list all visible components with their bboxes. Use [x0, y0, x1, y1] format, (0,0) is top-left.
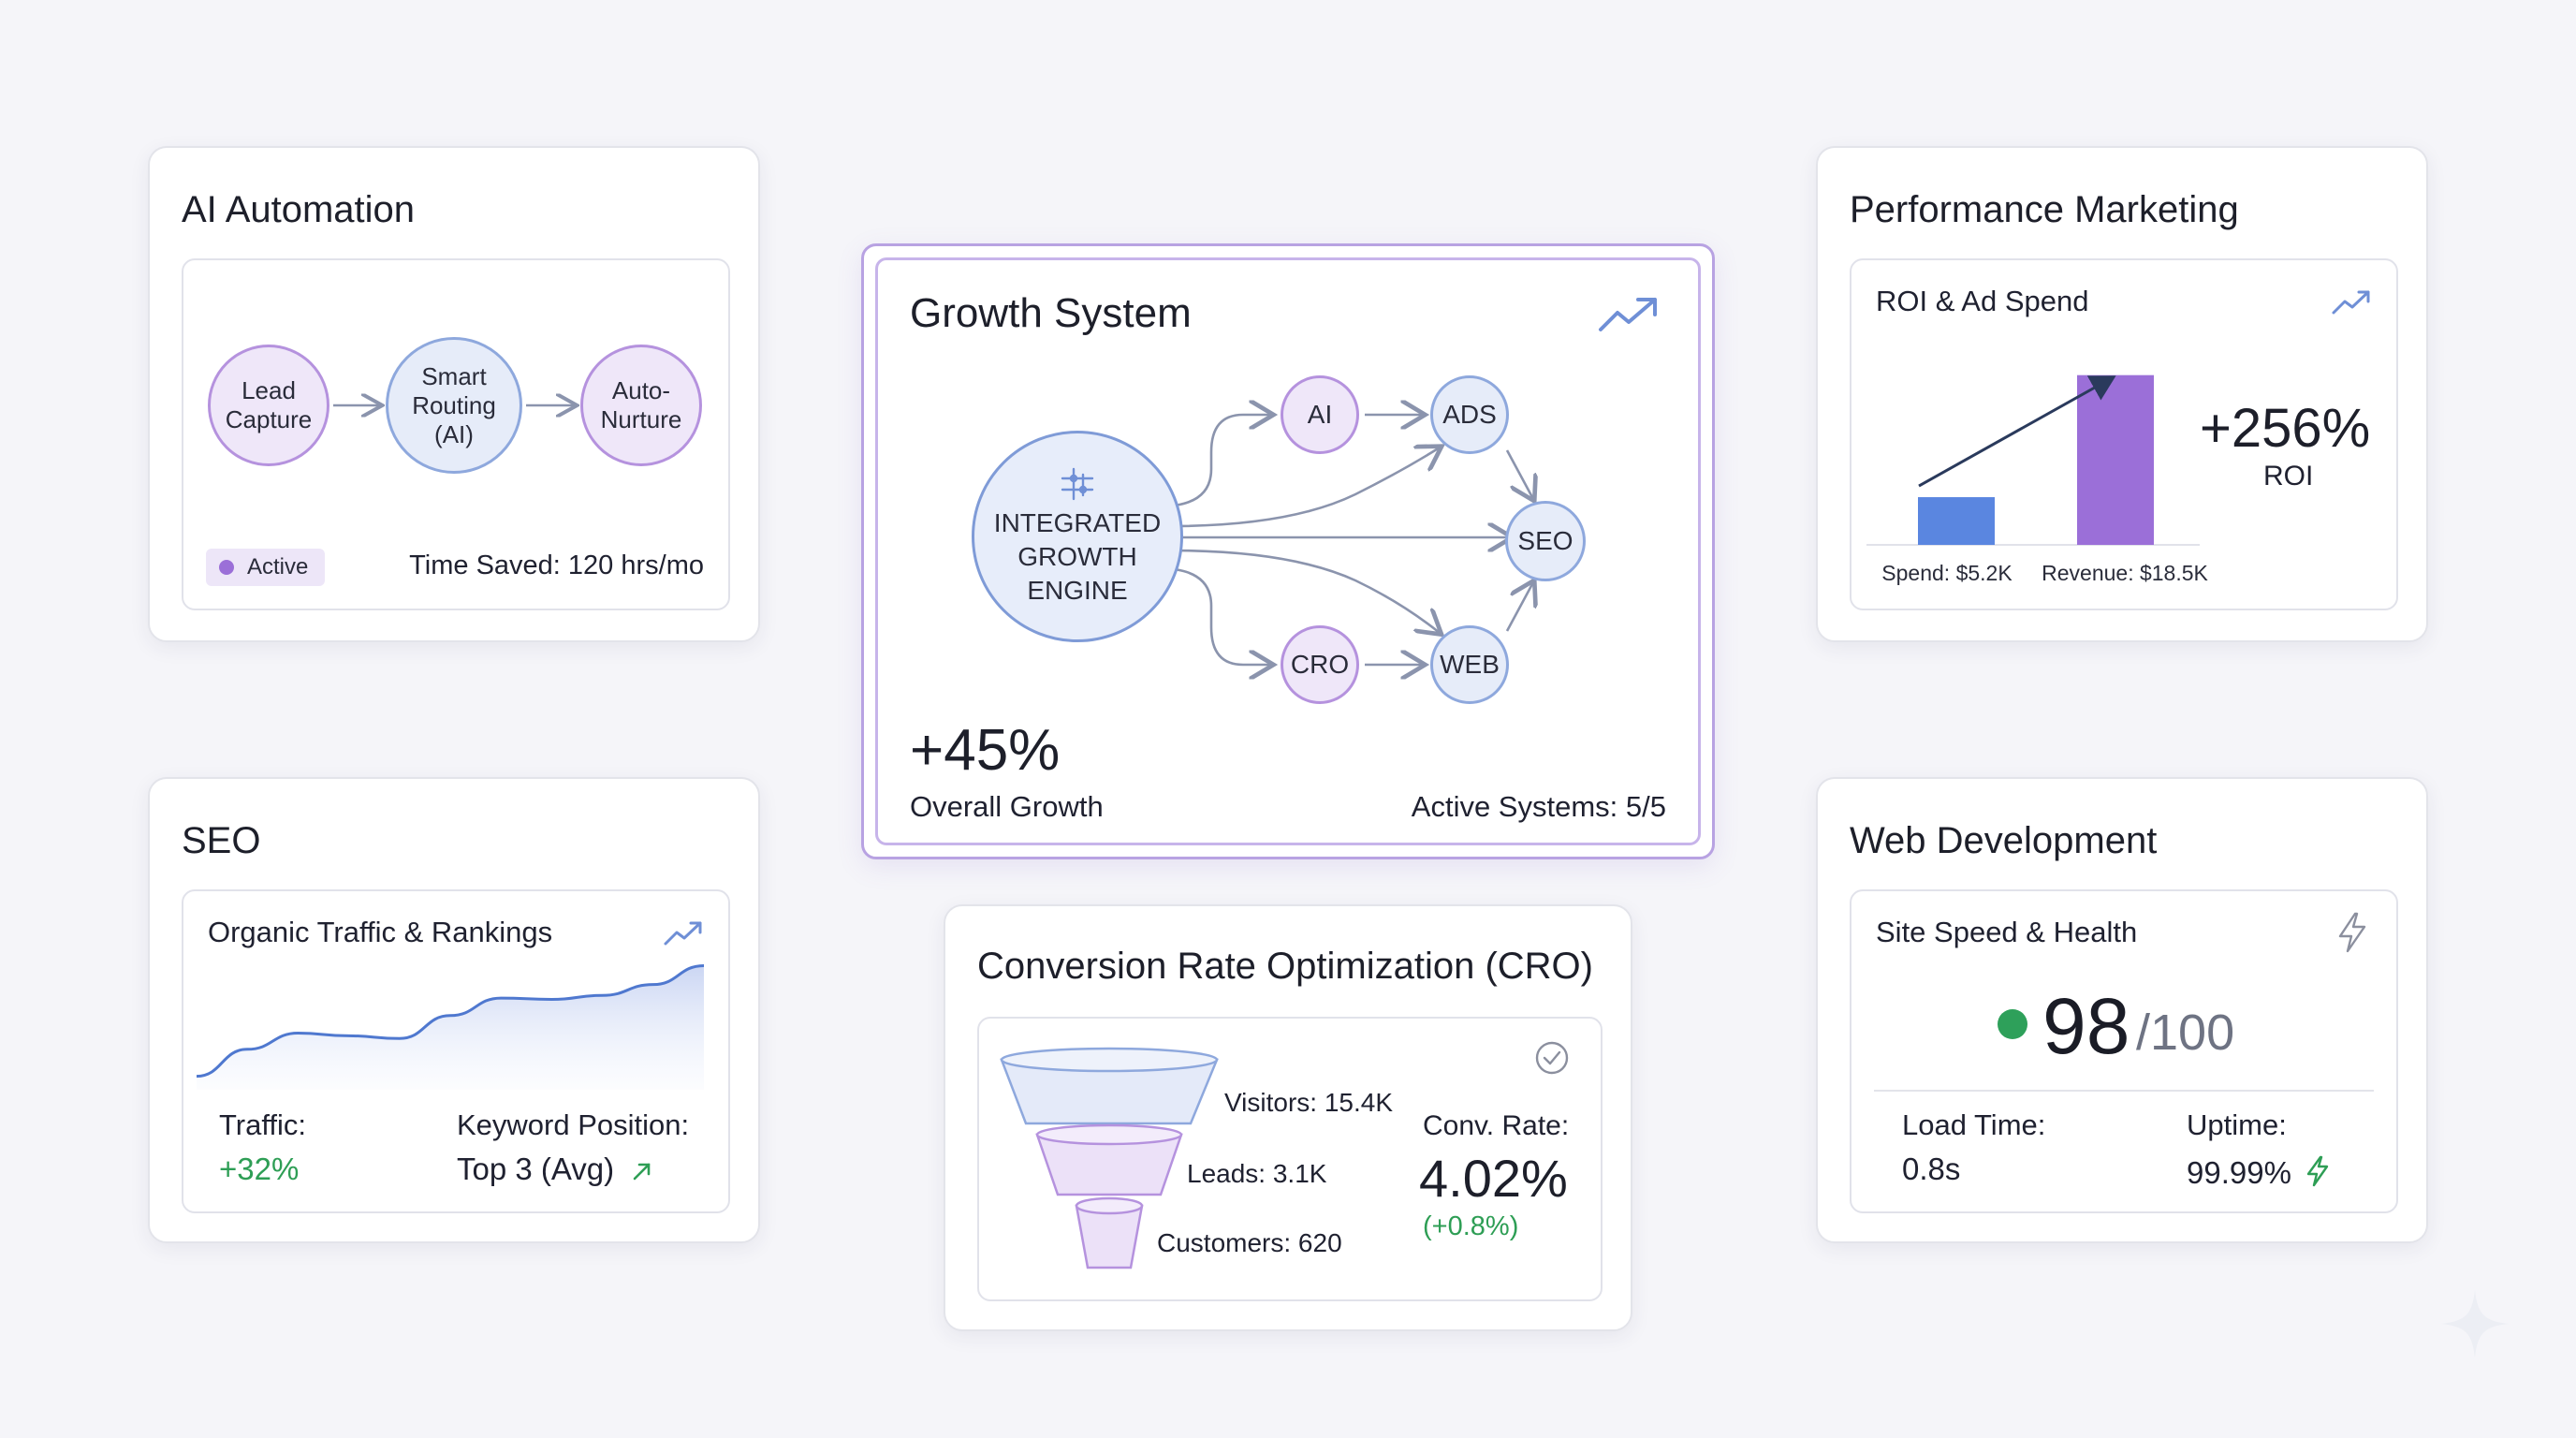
lightning-icon — [2338, 912, 2366, 953]
engine-label: INTEGRATED GROWTH ENGINE — [993, 508, 1162, 605]
roi-bar — [1918, 497, 1995, 545]
status-badge: Active — [206, 549, 326, 586]
roi-bar-label: Revenue: $18.5K — [2042, 561, 2208, 585]
uptime-label: Uptime: — [2187, 1108, 2287, 1141]
trend-up-icon — [664, 921, 702, 946]
health-status-dot — [1998, 1009, 2027, 1039]
roi-label: ROI — [2263, 461, 2314, 492]
seo-traffic-chart — [196, 964, 705, 1090]
roi-bar — [2077, 374, 2154, 545]
funnel-visitors: Visitors: 15.4K — [1224, 1088, 1394, 1117]
seo-panel: Organic Traffic & Rankings Traffic: +32%… — [182, 889, 730, 1213]
keyword-value: Top 3 (Avg) — [457, 1152, 652, 1187]
seo-card: SEO Organic Traffic & Rankings Traffic: … — [148, 777, 760, 1243]
performance-marketing-card: Performance Marketing ROI & Ad Spend Spe… — [1816, 146, 2428, 642]
seo-area-fill — [197, 965, 704, 1090]
conv-rate-label: Conv. Rate: — [1423, 1110, 1570, 1141]
site-health-panel: Site Speed & Health 98 /100 Load Time: 0… — [1850, 889, 2398, 1213]
node-ads: ADS — [1430, 375, 1509, 454]
web-dev-title: Web Development — [1850, 820, 2158, 861]
uptime-value: 99.99% — [2187, 1152, 2330, 1191]
conv-rate-delta: (+0.8%) — [1423, 1211, 1519, 1241]
roi-value: +256% — [2200, 398, 2371, 459]
seo-subtitle: Organic Traffic & Rankings — [208, 916, 553, 948]
seo-title: SEO — [182, 820, 261, 861]
ai-automation-card: AI Automation Lead Capture Smart Routing… — [148, 146, 760, 642]
cro-panel: Visitors: 15.4K Leads: 3.1K Customers: 6… — [977, 1017, 1603, 1301]
overall-growth-label: Overall Growth — [910, 790, 1104, 823]
roi-panel: ROI & Ad Spend Spend: $5.2K Revenue: $18.… — [1850, 258, 2398, 610]
uptime-value-text: 99.99% — [2187, 1155, 2291, 1190]
check-circle-icon — [1535, 1041, 1569, 1075]
node-ai: AI — [1281, 375, 1359, 454]
ai-automation-title: AI Automation — [182, 189, 416, 230]
trend-up-icon — [1599, 298, 1657, 331]
sparkle-icon — [2441, 1290, 2509, 1357]
conv-rate-value: 4.02% — [1419, 1149, 1568, 1208]
workflow-node-smart-routing: Smart Routing (AI) — [386, 337, 522, 474]
status-label: Active — [247, 554, 309, 580]
seo-traffic-line — [196, 964, 705, 1078]
cro-title: Conversion Rate Optimization (CRO) — [977, 946, 1593, 987]
health-score-max: /100 — [2136, 1005, 2235, 1061]
load-time-label: Load Time: — [1902, 1108, 2046, 1141]
roi-growth-arrow — [1918, 375, 2116, 488]
keyword-label: Keyword Position: — [457, 1108, 690, 1141]
site-health-subtitle: Site Speed & Health — [1876, 916, 2138, 948]
traffic-value: +32% — [219, 1152, 300, 1186]
node-seo: SEO — [1505, 501, 1586, 581]
health-divider — [1874, 1090, 2374, 1092]
arrow-up-right-icon — [634, 1163, 651, 1181]
workflow-arrows — [333, 260, 732, 612]
cro-card: Conversion Rate Optimization (CRO) Visit… — [944, 904, 1632, 1331]
network-icon — [1061, 467, 1094, 501]
roi-bar-label: Spend: $5.2K — [1881, 561, 2012, 585]
ai-automation-panel: Lead Capture Smart Routing (AI) Auto- Nu… — [182, 258, 730, 610]
health-score: 98 — [2042, 982, 2130, 1070]
roi-subtitle: ROI & Ad Spend — [1876, 285, 2089, 317]
lightning-icon — [2306, 1155, 2329, 1187]
node-cro: CRO — [1281, 625, 1359, 704]
conversion-funnel — [1000, 1047, 1219, 1269]
time-saved: Time Saved: 120 hrs/mo — [409, 550, 704, 580]
traffic-label: Traffic: — [219, 1108, 307, 1141]
funnel-stage-customers — [1075, 1204, 1144, 1269]
performance-marketing-title: Performance Marketing — [1850, 189, 2239, 230]
growth-system-card: Growth System — [861, 243, 1715, 859]
growth-system-inner: Growth System — [875, 257, 1701, 845]
workflow-node-lead-capture: Lead Capture — [208, 345, 329, 466]
node-web: WEB — [1430, 625, 1509, 704]
integrated-growth-engine: INTEGRATED GROWTH ENGINE — [972, 431, 1183, 642]
growth-system-title: Growth System — [910, 290, 1192, 336]
keyword-value-text: Top 3 (Avg) — [457, 1152, 615, 1186]
web-dev-card: Web Development Site Speed & Health 98 /… — [1816, 777, 2428, 1243]
growth-connections — [1158, 260, 1704, 848]
active-systems: Active Systems: 5/5 — [1411, 790, 1666, 823]
load-time-value: 0.8s — [1902, 1152, 1961, 1186]
roi-bar-chart: Spend: $5.2K Revenue: $18.5K — [1866, 374, 2209, 585]
overall-growth-value: +45% — [910, 718, 1061, 783]
funnel-leads: Leads: 3.1K — [1187, 1159, 1327, 1188]
status-dot — [219, 560, 234, 575]
trend-up-icon — [2332, 290, 2370, 315]
funnel-customers: Customers: 620 — [1157, 1228, 1342, 1257]
workflow-node-auto-nurture: Auto- Nurture — [580, 345, 702, 466]
